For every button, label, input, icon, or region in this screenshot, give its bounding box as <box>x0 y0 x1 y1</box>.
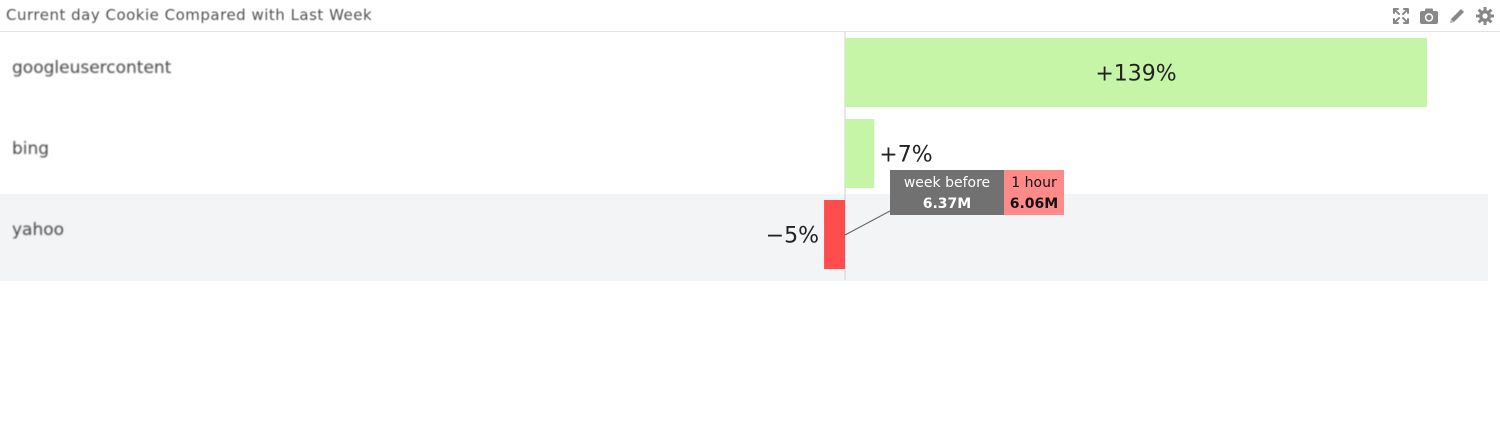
tooltip-week-before-label: week before <box>904 175 990 191</box>
pencil-icon[interactable] <box>1446 5 1468 27</box>
row-highlight <box>0 194 1488 281</box>
bar-tooltip: week before 6.37M 1 hour 6.06M <box>844 170 1064 236</box>
camera-icon[interactable] <box>1418 5 1440 27</box>
row-label-2: yahoo <box>12 220 64 240</box>
panel-toolbar <box>1390 5 1496 27</box>
value-label-1: +7% <box>879 143 932 168</box>
chart-area: googleusercontent bing yahoo +139% +7% −5% w… <box>0 32 1488 281</box>
value-label-2: −5% <box>766 224 819 249</box>
expand-icon[interactable] <box>1390 5 1412 27</box>
tooltip-current-box <box>1004 170 1064 215</box>
tooltip-connector <box>844 210 891 236</box>
tooltip-current-label: 1 hour <box>1011 175 1057 191</box>
bar-1[interactable] <box>845 119 875 188</box>
value-label-0: +139% <box>1095 62 1176 87</box>
gear-icon[interactable] <box>1474 5 1496 27</box>
bar-2[interactable] <box>824 200 845 269</box>
tooltip-week-before-value: 6.37M <box>923 196 971 212</box>
row-label-0: googleusercontent <box>12 58 172 78</box>
row-label-1: bing <box>12 139 49 159</box>
panel-title: Current day Cookie Compared with Last We… <box>6 6 373 24</box>
tooltip-current-value: 6.06M <box>1010 196 1058 212</box>
panel-header: Current day Cookie Compared with Last We… <box>0 0 1500 32</box>
tooltip-week-before-box <box>890 170 1004 215</box>
bar-0[interactable] <box>845 38 1427 107</box>
